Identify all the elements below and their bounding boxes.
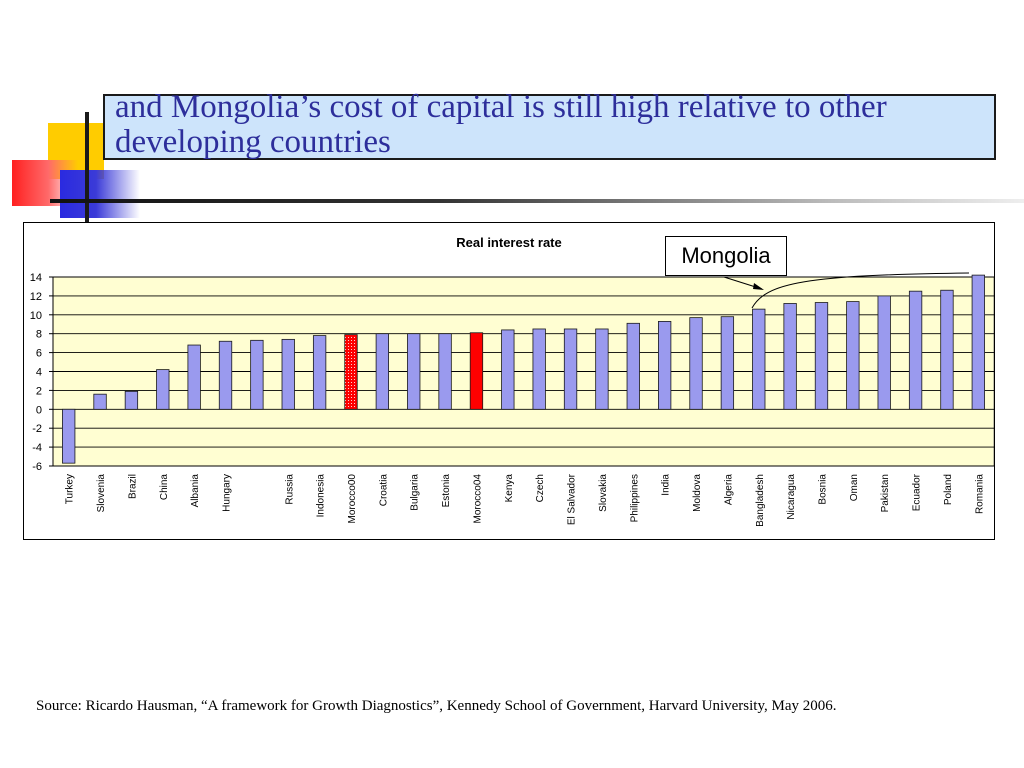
bar-hungary	[218, 340, 233, 410]
x-tick-label: Pakistan	[880, 474, 891, 512]
bar-romania	[971, 274, 985, 410]
bar-algeria	[720, 316, 735, 410]
x-tick-label: Slovenia	[96, 474, 107, 513]
bar-item-6	[250, 339, 264, 410]
chart-frame: 14 12 10 8 6 4 2 0 -2 -4 -6 Real interest rate Turke…	[23, 222, 995, 540]
x-tick-label: Russia	[284, 474, 295, 505]
y-tick-label: 2	[36, 385, 42, 397]
decor-vertical-line	[85, 112, 89, 224]
x-tick-label: Morocco04	[472, 474, 483, 524]
callout-curve	[751, 272, 970, 309]
x-tick-label: Slovakia	[598, 474, 609, 512]
y-tick-label: -4	[32, 442, 42, 454]
bar-bangladesh	[752, 308, 766, 410]
x-tick-label: Estonia	[441, 474, 452, 508]
real-interest-rate-chart: 14 12 10 8 6 4 2 0 -2 -4 -6 Real interest rate Turke…	[30, 235, 994, 527]
y-tick-label: 10	[30, 310, 42, 322]
x-tick-label: Albania	[190, 474, 201, 508]
x-tick-label: Indonesia	[316, 474, 327, 518]
slide-title: and Mongolia’s cost of capital is still …	[115, 89, 887, 160]
x-tick-label: Nicaragua	[786, 474, 797, 520]
decor-blue-square	[60, 170, 140, 218]
bar-morocco04	[469, 332, 484, 410]
bar-moldova	[689, 317, 703, 410]
chart-title: Real interest rate	[456, 235, 562, 250]
bar-croatia	[375, 333, 390, 410]
bar-philippines	[626, 322, 640, 410]
y-tick-label: 14	[30, 272, 42, 284]
callout-arrowhead	[753, 283, 764, 290]
y-tick-label: 4	[36, 367, 42, 379]
bar-indonesia	[312, 335, 327, 410]
x-tick-label: Bulgaria	[410, 474, 421, 511]
bar-kenya	[501, 329, 515, 410]
x-tick-label: Algeria	[723, 474, 734, 506]
x-tick-label: China	[159, 474, 170, 501]
y-tick-label: -6	[32, 461, 42, 473]
x-tick-label: Bangladesh	[755, 474, 766, 527]
bar-el-salvador	[563, 328, 578, 410]
bar-czech	[532, 328, 546, 410]
bar-china	[156, 369, 170, 410]
x-tick-label: Bosnia	[817, 474, 828, 505]
bar-slovenia	[93, 393, 107, 410]
y-tick-label: -2	[32, 423, 42, 435]
x-tick-label: Ecuador	[912, 473, 923, 511]
mongolia-callout: Mongolia	[665, 236, 787, 276]
x-tick-label: Croatia	[378, 474, 389, 507]
bar-estonia	[438, 333, 452, 410]
y-tick-label: 0	[36, 404, 42, 416]
x-tick-label: Philippines	[629, 474, 640, 522]
x-tick-label: Kenya	[504, 474, 515, 503]
x-tick-label: Romania	[974, 474, 985, 514]
x-tick-label: India	[661, 474, 672, 496]
bar-ecuador	[908, 290, 923, 410]
x-tick-label: Turkey	[65, 474, 76, 504]
bar-bosnia	[814, 302, 829, 410]
bar-poland	[940, 289, 954, 410]
bar-morocco00	[344, 334, 358, 410]
slide-title-box: and Mongolia’s cost of capital is still …	[103, 90, 996, 160]
decor-horizontal-line	[50, 199, 1024, 203]
x-tick-label: Moldova	[692, 474, 703, 512]
bar-brazil	[124, 390, 139, 410]
x-tick-label: Brazil	[127, 474, 138, 499]
bar-turkey	[62, 408, 76, 464]
y-tick-label: 8	[36, 329, 42, 341]
bar-india	[658, 321, 672, 410]
x-tick-label: Czech	[535, 474, 546, 502]
y-tick-label: 12	[30, 291, 42, 303]
y-tick-label: 6	[36, 348, 42, 360]
bar-slovakia	[595, 328, 609, 410]
x-tick-label: Poland	[943, 474, 954, 505]
mongolia-callout-label: Mongolia	[681, 243, 771, 268]
x-tick-label: Hungary	[222, 474, 233, 512]
x-tick-label: Oman	[849, 474, 860, 501]
bar-oman	[846, 301, 860, 410]
x-tick-label: Morocco00	[347, 474, 358, 524]
bar-russia	[281, 338, 295, 410]
bar-albania	[187, 344, 201, 410]
x-tick-label: El Salvador	[567, 473, 578, 525]
bar-pakistan	[877, 295, 891, 410]
bar-nicaragua	[783, 303, 797, 410]
source-note: Source: Ricardo Hausman, “A framework fo…	[36, 698, 837, 714]
bar-bulgaria	[407, 333, 421, 410]
